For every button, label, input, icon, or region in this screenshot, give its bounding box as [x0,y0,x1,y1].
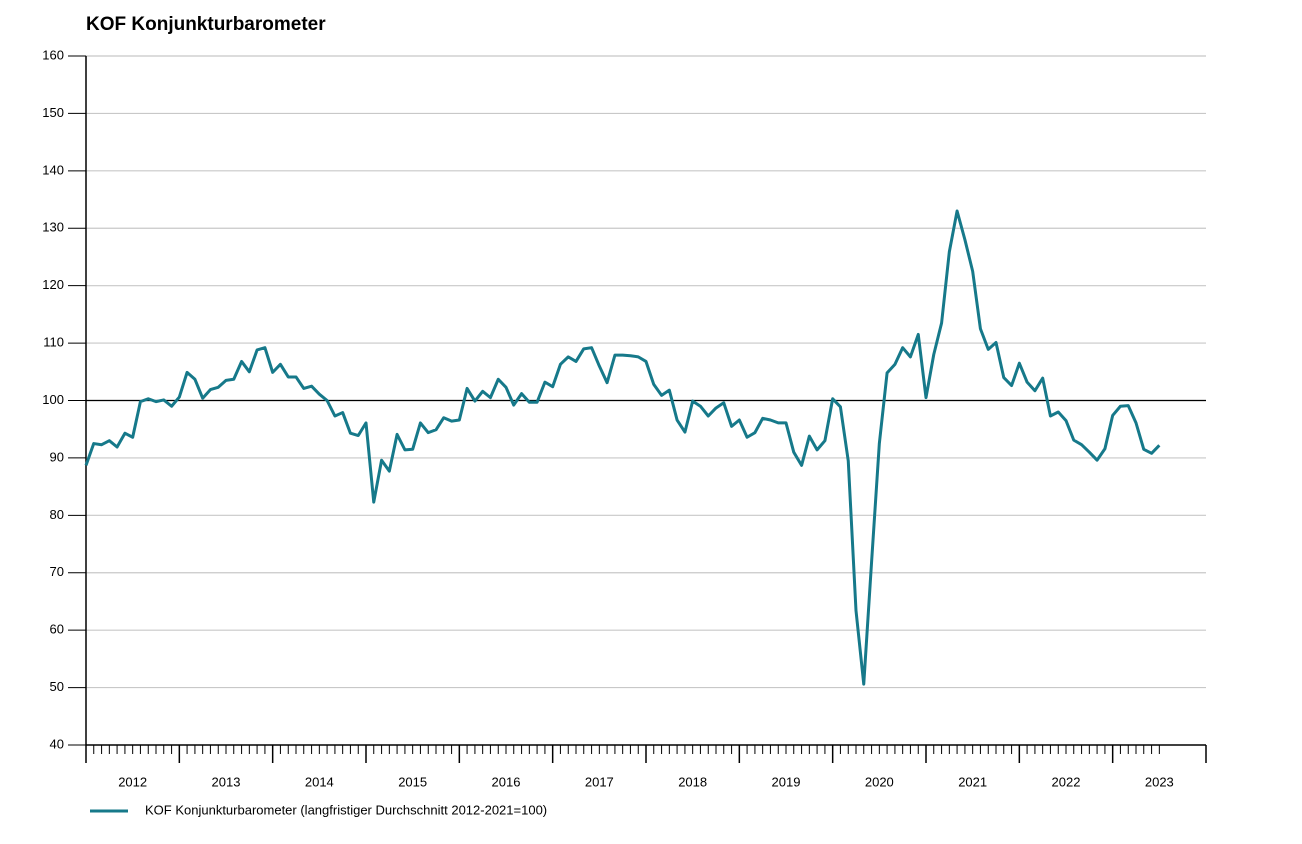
y-tick-label: 160 [42,47,64,62]
y-tick-label: 40 [50,736,64,751]
x-tick-label: 2018 [678,774,707,789]
x-tick-label: 2023 [1145,774,1174,789]
x-tick-label: 2013 [212,774,241,789]
y-tick-label: 100 [42,392,64,407]
x-tick-label: 2014 [305,774,334,789]
y-tick-label: 110 [43,335,64,350]
y-tick-label: 140 [42,162,64,177]
y-tick-label: 150 [42,105,64,120]
y-tick-label: 50 [50,679,64,694]
x-tick-label: 2016 [492,774,521,789]
legend-label: KOF Konjunkturbarometer (langfristiger D… [145,802,547,817]
x-tick-label: 2020 [865,774,894,789]
x-tick-label: 2015 [398,774,427,789]
x-tick-label: 2021 [958,774,987,789]
y-tick-label: 60 [50,622,64,637]
x-tick-label: 2022 [1052,774,1081,789]
x-tick-label: 2012 [118,774,147,789]
x-tick-label: 2017 [585,774,614,789]
y-tick-label: 130 [42,220,64,235]
y-tick-label: 120 [42,277,64,292]
x-tick-label: 2019 [772,774,801,789]
chart-title: KOF Konjunkturbarometer [86,14,326,35]
y-tick-label: 80 [50,507,64,522]
y-tick-label: 70 [50,564,64,579]
data-line [84,209,1161,686]
y-tick-label: 90 [50,449,64,464]
